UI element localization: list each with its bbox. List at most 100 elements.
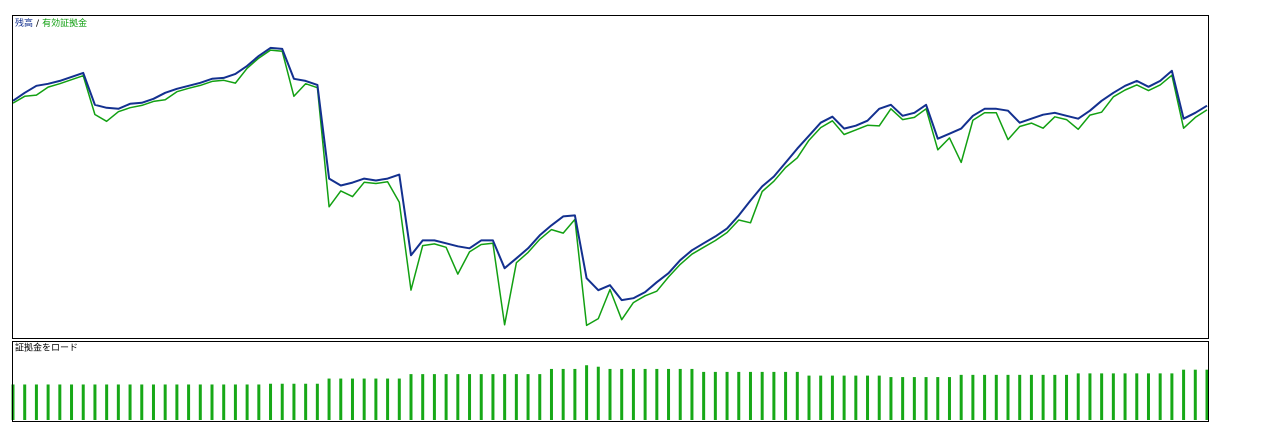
margin-bar (421, 374, 425, 420)
margin-bar (1146, 373, 1150, 420)
margin-bar (1135, 373, 1139, 420)
margin-bar (772, 371, 776, 420)
margin-bar (959, 374, 963, 420)
margin-bar (1205, 369, 1209, 420)
margin-bar (596, 366, 600, 420)
margin-bar (690, 368, 694, 420)
margin-bar (233, 384, 237, 420)
margin-bar (1111, 373, 1115, 420)
margin-bar (667, 368, 671, 420)
margin-bar (655, 368, 659, 420)
margin-bar (210, 384, 214, 420)
margin-bar (819, 375, 823, 420)
margin-bar (725, 371, 729, 420)
margin-bar (538, 374, 542, 420)
margin-bar (1100, 373, 1104, 420)
margin-bar (866, 375, 870, 420)
margin-bar (1158, 373, 1162, 420)
margin-bar (608, 368, 612, 420)
margin-bar (1053, 374, 1057, 420)
margin-bar (70, 384, 74, 420)
margin-bar (105, 384, 109, 420)
margin-bar (491, 374, 495, 420)
margin-bar (807, 375, 811, 420)
margin-bar (1076, 373, 1080, 420)
margin-bar (842, 375, 846, 420)
margin-bar (46, 384, 50, 420)
margin-panel-frame (12, 341, 1209, 422)
margin-bar (889, 377, 893, 420)
margin-bar (994, 374, 998, 420)
margin-bar (924, 377, 928, 420)
margin-bar (1029, 374, 1033, 420)
margin-bar (409, 374, 413, 420)
margin-bar (737, 371, 741, 420)
margin-bar (1088, 373, 1092, 420)
margin-bar (198, 384, 202, 420)
margin-bar (304, 383, 308, 420)
margin-bar (280, 383, 284, 420)
margin-bar (140, 384, 144, 420)
margin-bar (503, 374, 507, 420)
margin-bar (760, 371, 764, 420)
margin-bar (514, 374, 518, 420)
margin-bar (222, 384, 226, 420)
margin-bar (81, 384, 85, 420)
margin-bar (901, 377, 905, 420)
margin-bar (526, 374, 530, 420)
margin-bar (257, 384, 261, 420)
margin-panel-title: 証拠金をロード (15, 342, 78, 354)
margin-bar (713, 371, 717, 420)
margin-bar (854, 375, 858, 420)
margin-bar (1018, 374, 1022, 420)
margin-bar (362, 378, 366, 420)
margin-bar (386, 378, 390, 420)
margin-bar (432, 374, 436, 420)
margin-bar (58, 384, 62, 420)
margin-bar (549, 368, 553, 420)
legend-separator: / (36, 19, 40, 29)
margin-bar (245, 384, 249, 420)
margin-bar (479, 374, 483, 420)
margin-bar (1182, 369, 1186, 420)
margin-bar (561, 368, 565, 420)
main-panel-frame (12, 15, 1209, 339)
margin-bar (912, 377, 916, 420)
margin-bar (1065, 374, 1069, 420)
margin-bar (468, 374, 472, 420)
margin-bar (397, 378, 401, 420)
margin-bar (444, 374, 448, 420)
margin-bar (23, 384, 27, 420)
margin-bar (1123, 373, 1127, 420)
legend-equity: 有効証拠金 (42, 17, 87, 29)
margin-bar (983, 374, 987, 420)
margin-bar (187, 384, 191, 420)
legend-balance: 残高 (15, 17, 33, 29)
margin-bar (585, 365, 589, 420)
margin-bar (339, 378, 343, 420)
margin-bar (631, 368, 635, 420)
balance-line (12, 46, 1208, 302)
margin-bar (971, 374, 975, 420)
legend: 残高 / 有効証拠金 (15, 17, 87, 29)
margin-bar (702, 371, 706, 420)
margin-bar (784, 371, 788, 420)
margin-bar (947, 377, 951, 420)
margin-bar (678, 368, 682, 420)
margin-bar (350, 378, 354, 420)
margin-bar (327, 378, 331, 420)
margin-bar (1041, 374, 1045, 420)
margin-bar (128, 384, 132, 420)
margin-bar (1193, 369, 1197, 420)
margin-bar (830, 375, 834, 420)
margin-bar (269, 383, 273, 420)
margin-bar (163, 384, 167, 420)
margin-bar (643, 368, 647, 420)
margin-bar (292, 383, 296, 420)
margin-bar (620, 368, 624, 420)
margin-bar (151, 384, 155, 420)
margin-bar (315, 383, 319, 420)
margin-bar (1006, 374, 1010, 420)
margin-bar (573, 368, 577, 420)
